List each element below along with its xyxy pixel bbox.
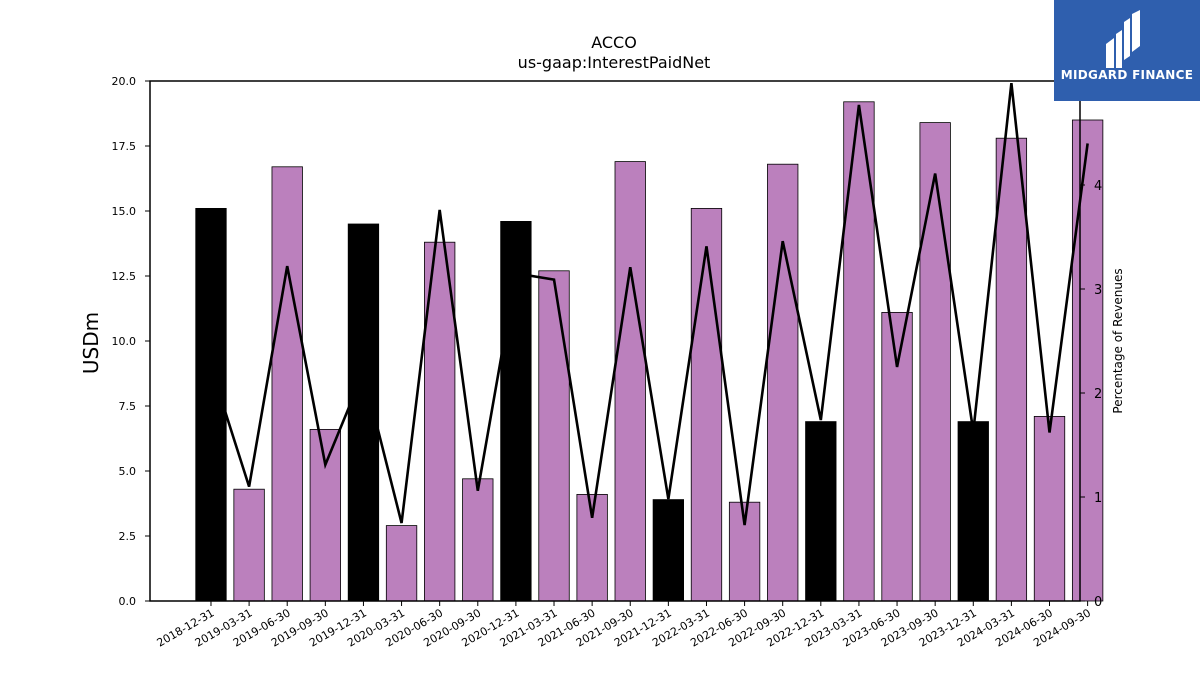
y-tick-label: 7.5 [119, 400, 137, 413]
percentage-line [209, 82, 1089, 526]
bar [957, 421, 989, 602]
logo-text: MIDGARD FINANCE [1060, 68, 1194, 82]
bar [1033, 415, 1066, 602]
bar [805, 421, 837, 602]
bar [233, 488, 265, 602]
bar [690, 207, 723, 602]
bar [538, 270, 570, 602]
bar [767, 163, 799, 602]
brand-logo: MIDGARD FINANCE [1054, 0, 1200, 101]
chart-subtitle: us-gaap:InterestPaidNet [518, 53, 711, 72]
bar [919, 122, 951, 602]
y2-tick-label: 4 [1094, 179, 1102, 194]
y2-axis-label: Percentage of Revenues [1111, 268, 1125, 413]
bar [385, 525, 418, 602]
y-tick-label: 12.5 [112, 270, 137, 283]
y-axis-label: USDm [79, 312, 103, 374]
bar [271, 166, 303, 602]
bar [500, 220, 532, 602]
y2-tick-label: 0 [1094, 595, 1102, 610]
chart-title: ACCO [591, 33, 637, 52]
bars-layer [195, 101, 1104, 602]
y-tick-label: 0.0 [119, 595, 137, 608]
y-tick-label: 20.0 [112, 75, 137, 88]
y-tick-label: 17.5 [112, 140, 137, 153]
logo-mark-icon [1106, 10, 1140, 68]
bar [652, 499, 684, 602]
bar [614, 161, 646, 602]
y2-tick-label: 3 [1094, 283, 1102, 298]
y-tick-label: 15.0 [112, 205, 137, 218]
bar [995, 137, 1028, 602]
line-layer [209, 82, 1089, 526]
bar [309, 428, 341, 602]
bar [1071, 119, 1104, 602]
bar [462, 478, 494, 602]
y2-tick-label: 1 [1094, 491, 1102, 506]
y2-tick-label: 2 [1094, 387, 1102, 402]
bar [195, 207, 227, 602]
y-tick-label: 2.5 [119, 530, 137, 543]
bar [881, 311, 913, 602]
y-tick-label: 10.0 [112, 335, 137, 348]
y-tick-label: 5.0 [119, 465, 137, 478]
